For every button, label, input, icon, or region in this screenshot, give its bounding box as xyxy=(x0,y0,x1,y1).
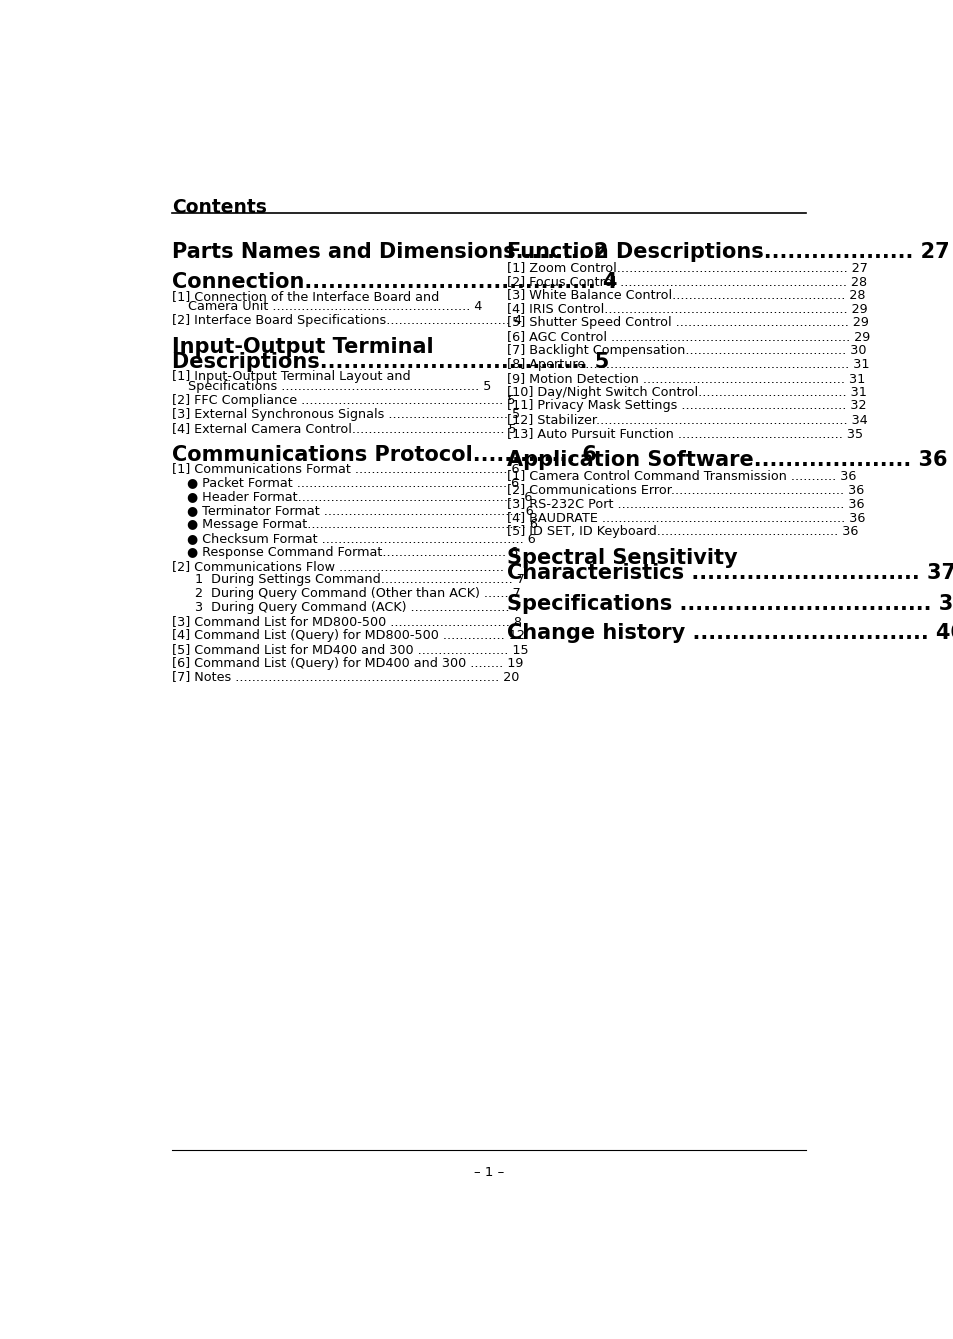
Text: ● Checksum Format ................................................. 6: ● Checksum Format ......................… xyxy=(187,532,536,545)
Text: [2] Interface Board Specifications.............................. 4: [2] Interface Board Specifications......… xyxy=(172,313,521,327)
Text: [7] Backlight Compensation....................................... 30: [7] Backlight Compensation..............… xyxy=(506,344,865,358)
Text: 2  During Query Command (Other than ACK) ...... 7: 2 During Query Command (Other than ACK) … xyxy=(187,588,520,600)
Text: [1] Connection of the Interface Board and: [1] Connection of the Interface Board an… xyxy=(172,291,438,303)
Text: Communications Protocol............. 6: Communications Protocol............. 6 xyxy=(172,445,597,465)
Text: [1] Input-Output Terminal Layout and: [1] Input-Output Terminal Layout and xyxy=(172,370,410,383)
Text: [13] Auto Pursuit Function ........................................ 35: [13] Auto Pursuit Function .............… xyxy=(506,427,862,441)
Text: [3] RS-232C Port ....................................................... 36: [3] RS-232C Port .......................… xyxy=(506,497,863,510)
Text: Descriptions.................................. 5: Descriptions............................… xyxy=(172,352,609,372)
Text: [4] External Camera Control..................................... 5: [4] External Camera Control.............… xyxy=(172,422,516,435)
Text: [2] Communications Flow ........................................ 7: [2] Communications Flow ................… xyxy=(172,560,516,573)
Text: [4] BAUDRATE ........................................................... 36: [4] BAUDRATE ...........................… xyxy=(506,511,864,524)
Text: [5] ID SET, ID Keyboard............................................ 36: [5] ID SET, ID Keyboard.................… xyxy=(506,525,858,538)
Text: ● Message Format..................................................... 6: ● Message Format........................… xyxy=(187,518,537,532)
Text: Function Descriptions................... 27: Function Descriptions...................… xyxy=(506,241,948,261)
Text: [3] White Balance Control.......................................... 28: [3] White Balance Control...............… xyxy=(506,288,864,301)
Text: 3  During Query Command (ACK) ........................ 7: 3 During Query Command (ACK) ...........… xyxy=(187,601,521,615)
Text: ● Packet Format ................................................... 6: ● Packet Format ........................… xyxy=(187,477,519,489)
Text: Spectral Sensitivity: Spectral Sensitivity xyxy=(506,548,737,568)
Text: [2] Focus Control ....................................................... 28: [2] Focus Control ......................… xyxy=(506,274,866,288)
Text: [5] Shutter Speed Control .......................................... 29: [5] Shutter Speed Control ..............… xyxy=(506,316,868,329)
Text: Contents: Contents xyxy=(172,198,267,217)
Text: ● Header Format...................................................... 6: ● Header Format.........................… xyxy=(187,490,533,503)
Text: [1] Camera Control Command Transmission ........... 36: [1] Camera Control Command Transmission … xyxy=(506,470,855,482)
Text: [11] Privacy Mask Settings ........................................ 32: [11] Privacy Mask Settings .............… xyxy=(506,399,865,412)
Text: [3] Command List for MD800-500 ............................. 8: [3] Command List for MD800-500 .........… xyxy=(172,615,521,628)
Text: Characteristics ............................. 37: Characteristics ........................… xyxy=(506,564,953,584)
Text: [3] External Synchronous Signals ............................. 5: [3] External Synchronous Signals .......… xyxy=(172,408,519,420)
Text: [6] Command List (Query) for MD400 and 300 ........ 19: [6] Command List (Query) for MD400 and 3… xyxy=(172,656,523,670)
Text: Parts Names and Dimensions......... 2: Parts Names and Dimensions......... 2 xyxy=(172,241,608,261)
Text: [2] Communications Error.......................................... 36: [2] Communications Error................… xyxy=(506,483,863,497)
Text: [6] AGC Control .......................................................... 29: [6] AGC Control ........................… xyxy=(506,331,869,343)
Text: [9] Motion Detection ................................................. 31: [9] Motion Detection ...................… xyxy=(506,372,864,384)
Text: Input-Output Terminal: Input-Output Terminal xyxy=(172,337,433,358)
Text: Application Software.................... 36: Application Software....................… xyxy=(506,450,946,470)
Text: Camera Unit ................................................ 4: Camera Unit ............................… xyxy=(172,300,482,313)
Text: [7] Notes ................................................................ 20: [7] Notes ..............................… xyxy=(172,671,518,683)
Text: Specifications ................................ 38: Specifications .........................… xyxy=(506,595,953,615)
Text: [1] Communications Format ..................................... 6: [1] Communications Format ..............… xyxy=(172,462,518,475)
Text: 1  During Settings Command................................ 7: 1 During Settings Command...............… xyxy=(187,573,525,586)
Text: [4] Command List (Query) for MD800-500 ............... 12: [4] Command List (Query) for MD800-500 .… xyxy=(172,629,524,641)
Text: ● Response Command Format.............................. 6: ● Response Command Format...............… xyxy=(187,546,518,558)
Text: [5] Command List for MD400 and 300 ...................... 15: [5] Command List for MD400 and 300 .....… xyxy=(172,643,528,656)
Text: [12] Stabilizer............................................................. 34: [12] Stabilizer.........................… xyxy=(506,414,866,426)
Text: Specifications ................................................ 5: Specifications .........................… xyxy=(172,380,491,394)
Text: [8] Aperture................................................................ 31: [8] Aperture............................… xyxy=(506,358,868,371)
Text: [4] IRIS Control........................................................... 29: [4] IRIS Control........................… xyxy=(506,303,866,316)
Text: ● Terminator Format ................................................ 6: ● Terminator Format ....................… xyxy=(187,503,534,517)
Text: Connection..................................... 4: Connection..............................… xyxy=(172,272,617,292)
Text: [10] Day/Night Switch Control.................................... 31: [10] Day/Night Switch Control...........… xyxy=(506,386,865,399)
Text: – 1 –: – 1 – xyxy=(474,1165,503,1178)
Text: Change history .............................. 40: Change history .........................… xyxy=(506,623,953,643)
Text: [2] FFC Compliance ................................................. 5: [2] FFC Compliance .....................… xyxy=(172,394,515,407)
Text: [1] Zoom Control........................................................ 27: [1] Zoom Control........................… xyxy=(506,261,866,273)
